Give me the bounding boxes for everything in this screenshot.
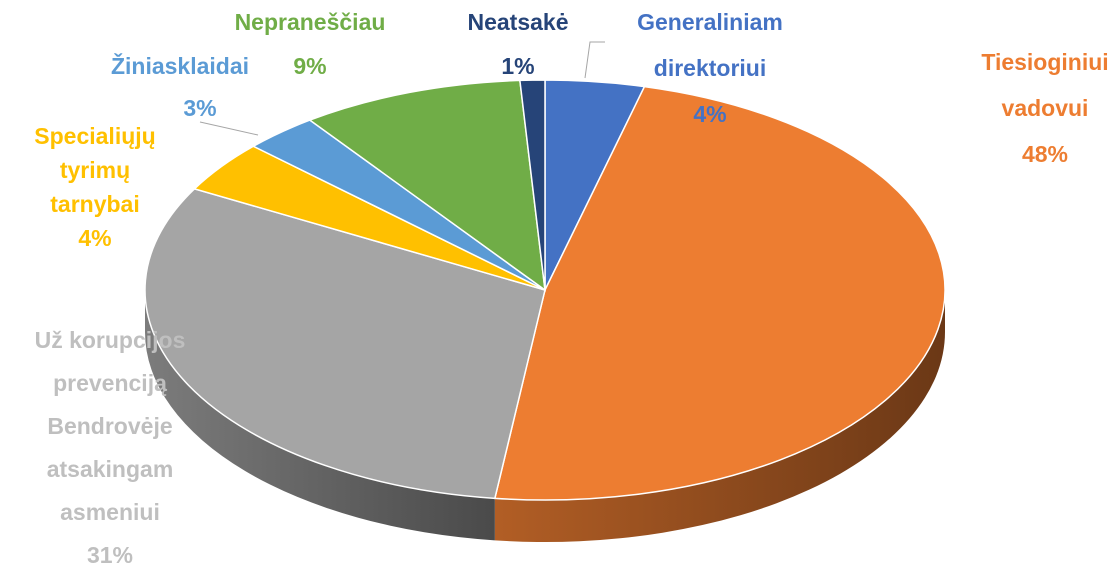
label-line: direktoriui	[654, 55, 766, 81]
label-line: tarnybai	[50, 191, 139, 217]
label-line: Specialiųjų	[34, 123, 155, 149]
leader-line	[199, 121, 259, 136]
value-label: 1%	[501, 53, 534, 79]
data-label: Nepraneščiau	[235, 9, 386, 35]
slice-top	[308, 79, 546, 292]
label-line: prevenciją	[53, 370, 167, 396]
label-line: atsakingam	[47, 456, 174, 482]
data-label: Žiniasklaidai	[111, 52, 249, 79]
data-label: Specialiųjų tyrimų tarnybai	[34, 123, 155, 217]
slice	[308, 79, 546, 292]
tops	[144, 79, 946, 501]
slice-side	[494, 290, 945, 542]
label-line: Tiesioginiui	[981, 49, 1108, 75]
data-label: Generaliniam direktoriui	[637, 9, 783, 81]
value-label: 48%	[1022, 141, 1068, 167]
label-line: tyrimų	[60, 157, 130, 183]
slice-top	[519, 79, 546, 291]
data-label: Už korupcijos prevenciją Bendrovėje atsakin…	[35, 327, 186, 525]
slice-top	[144, 187, 546, 500]
leader-line	[584, 41, 605, 79]
label-line: Žiniasklaidai	[111, 52, 249, 79]
value-label: 4%	[693, 101, 726, 127]
label-line: Generaliniam	[637, 9, 783, 35]
label-line: vadovui	[1002, 95, 1089, 121]
slice-top	[493, 85, 946, 501]
slice-side	[145, 290, 495, 541]
data-label: Neatsakė	[467, 9, 568, 35]
slice	[144, 187, 546, 500]
sides	[145, 290, 945, 542]
label-line: Nepraneščiau	[235, 9, 386, 35]
value-label: 31%	[87, 542, 133, 568]
label-line: Bendrovėje	[47, 413, 172, 439]
slice	[519, 79, 546, 291]
value-label: 4%	[78, 225, 111, 251]
value-label: 3%	[183, 95, 216, 121]
slice	[493, 85, 946, 501]
value-label: 9%	[293, 53, 326, 79]
label-line: asmeniui	[60, 499, 160, 525]
data-label: Tiesioginiui vadovui	[981, 49, 1108, 121]
label-line: Neatsakė	[467, 9, 568, 35]
label-line: Už korupcijos	[35, 327, 186, 353]
